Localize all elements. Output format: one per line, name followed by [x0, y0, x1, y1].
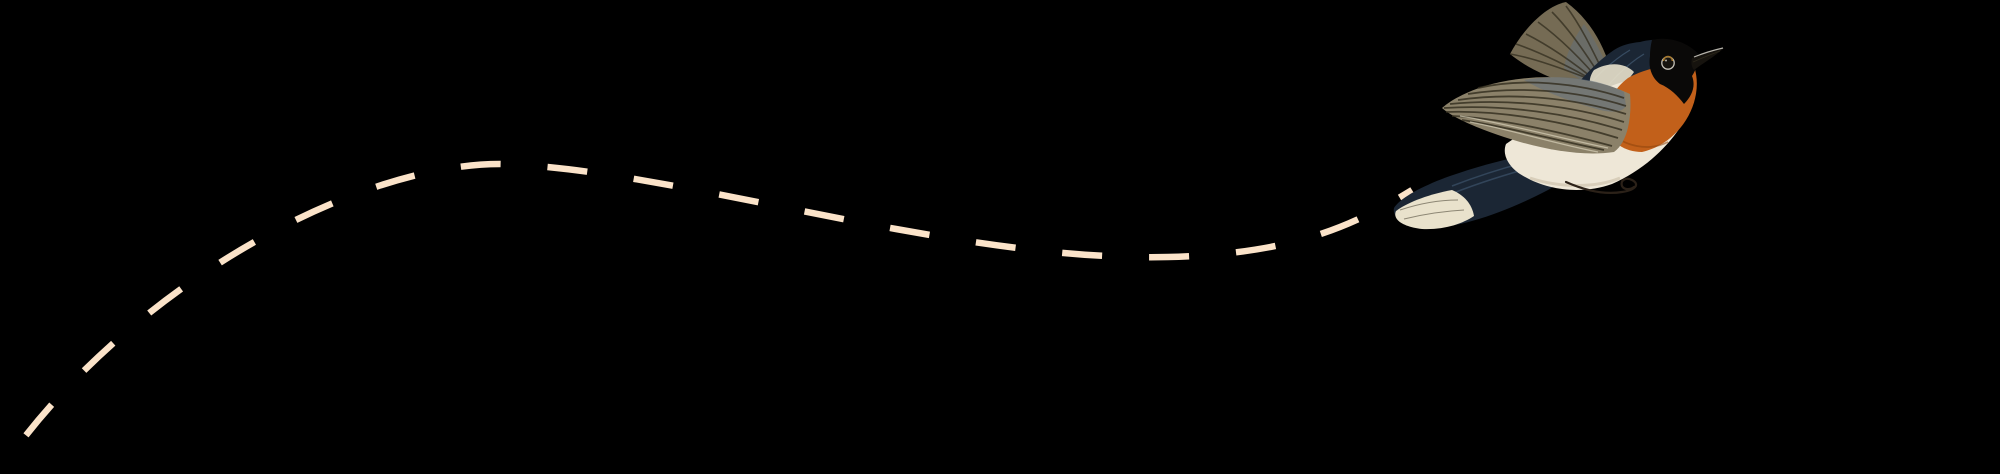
beak-shape	[1691, 48, 1724, 70]
tail-tip-feather-lines	[1399, 199, 1465, 220]
beak-ridge-highlight	[1693, 47, 1724, 58]
bird-beak	[1691, 47, 1724, 70]
eye-glint	[1665, 59, 1667, 62]
bird-foot	[1564, 177, 1638, 194]
dashed-flight-path	[0, 160, 1414, 474]
near-wing-feather-streaks	[1443, 81, 1627, 151]
near-wing-light-feather-edges	[1459, 115, 1609, 153]
bird-face-mask	[1649, 38, 1699, 104]
bird-eye	[1661, 55, 1675, 70]
flying-swallow-illustration	[1393, 2, 1724, 230]
beak-mouth-line	[1692, 50, 1721, 63]
eye-gold-iris-arc	[1662, 55, 1674, 62]
bird-near-wing	[1442, 77, 1631, 154]
